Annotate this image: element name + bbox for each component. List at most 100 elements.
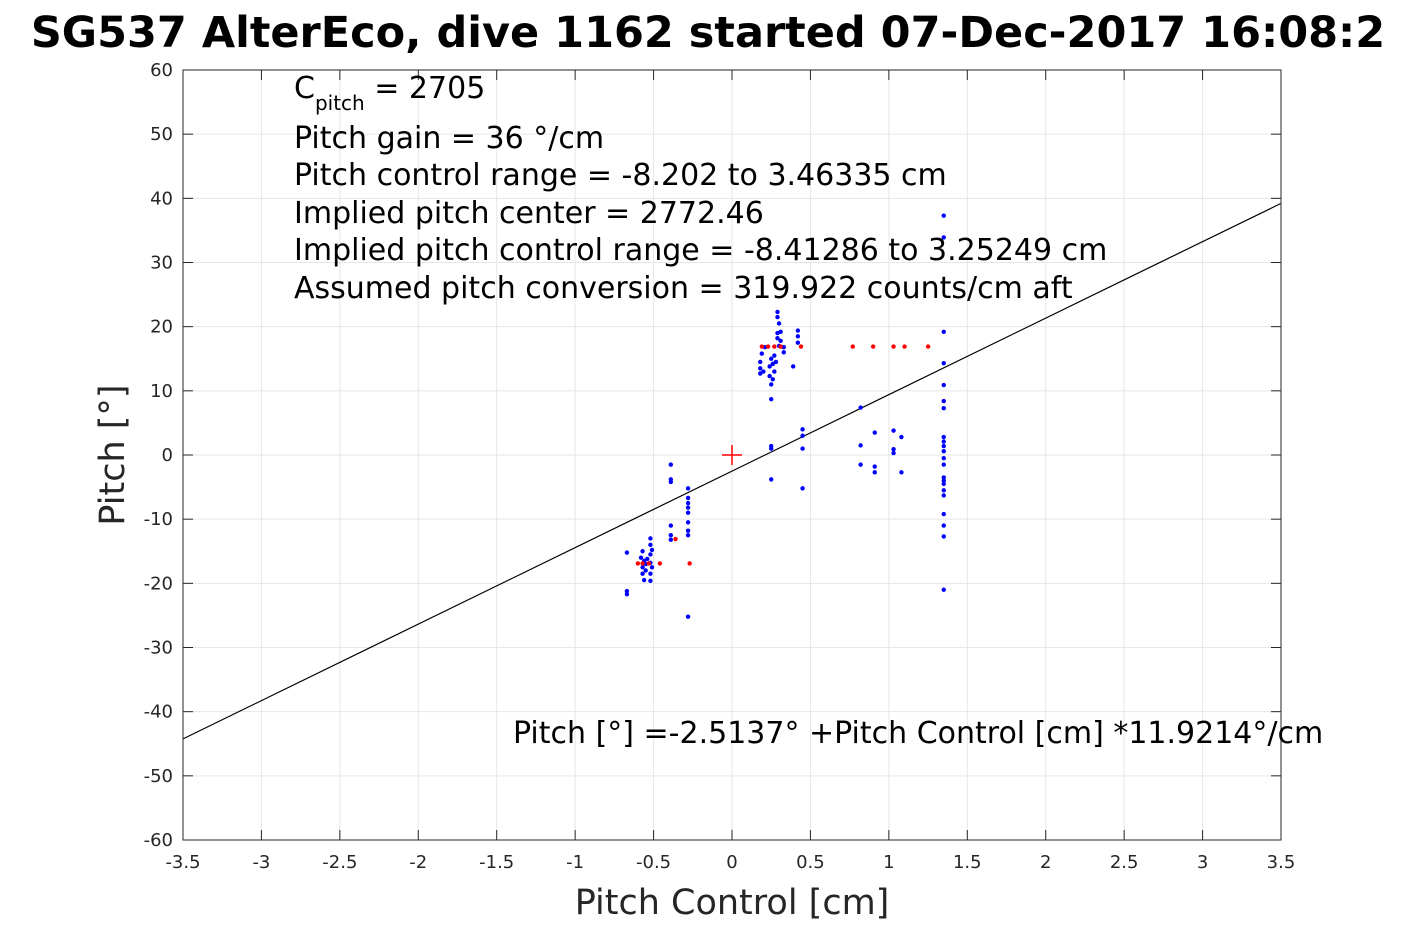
data-point-red — [902, 344, 907, 349]
annotation-implied-pitch-control-range: Implied pitch control range = -8.41286 t… — [294, 233, 1107, 268]
data-point-blue — [758, 359, 763, 365]
data-point-blue — [800, 433, 805, 438]
y-tick-label: 30 — [150, 253, 173, 274]
annotation-pitch-control-range: Pitch control range = -8.202 to 3.46335 … — [294, 158, 947, 193]
data-point-blue — [761, 369, 766, 374]
data-point-blue — [795, 340, 801, 345]
data-point-blue — [759, 351, 765, 356]
data-point-blue — [941, 329, 946, 334]
data-point-blue — [643, 568, 648, 573]
x-tick-label: 3.5 — [1267, 852, 1296, 873]
data-point-blue — [685, 505, 691, 510]
data-point-blue — [800, 427, 805, 432]
annotation-block: Cpitch = 2705 Pitch gain = 36 °/cm Pitch… — [294, 71, 1107, 306]
axis-ticks: -3.5 -3 -2.5 -2 -1.5 -1 -0.5 0 0.5 1 1.5 2 2.5 3 3.5 -6… — [144, 60, 1296, 873]
data-point-blue — [872, 430, 877, 435]
data-point-blue — [775, 309, 780, 315]
data-point-blue — [941, 534, 946, 539]
data-point-blue — [790, 364, 796, 369]
data-point-blue — [941, 511, 946, 517]
y-tick-label: -40 — [144, 702, 173, 723]
data-point-red — [673, 536, 678, 542]
data-point-blue — [648, 536, 653, 541]
data-point-blue — [858, 462, 863, 467]
x-tick-label: -2 — [409, 852, 427, 873]
fit-line — [182, 202, 1282, 740]
data-point-blue — [769, 443, 774, 449]
data-point-blue — [941, 439, 946, 444]
data-point-blue — [800, 486, 805, 491]
data-point-blue — [941, 475, 946, 480]
data-points — [624, 213, 946, 619]
data-point-blue — [872, 470, 877, 475]
y-tick-label: 10 — [150, 381, 173, 402]
data-point-blue — [776, 321, 782, 326]
data-point-blue — [795, 334, 801, 339]
data-point-blue — [685, 500, 691, 506]
x-tick-label: -1.5 — [479, 852, 514, 873]
data-point-blue — [769, 382, 774, 387]
data-point-blue — [941, 382, 946, 388]
annotation-pitch-gain: Pitch gain = 36 °/cm — [294, 121, 604, 156]
y-tick-label: 40 — [150, 188, 173, 209]
fit-line-group — [182, 202, 1282, 740]
data-point-blue — [941, 478, 946, 483]
data-point-blue — [668, 537, 674, 542]
data-point-blue — [941, 587, 946, 592]
data-point-red — [646, 561, 652, 566]
data-point-blue — [775, 314, 780, 320]
fit-equation-label: Pitch [°] =-2.5137° +Pitch Control [cm] … — [513, 716, 1323, 751]
data-point-blue — [668, 462, 674, 467]
y-tick-label: -20 — [144, 573, 173, 594]
data-point-blue — [899, 434, 904, 440]
data-point-blue — [800, 446, 805, 451]
data-point-blue — [649, 565, 655, 570]
data-point-blue — [941, 443, 946, 449]
data-point-blue — [685, 614, 691, 619]
data-point-blue — [778, 329, 783, 334]
data-point-blue — [858, 405, 863, 410]
data-point-blue — [941, 488, 946, 493]
data-point-blue — [941, 456, 946, 461]
data-point-red — [765, 344, 771, 349]
x-tick-label: 1 — [883, 852, 894, 873]
data-point-blue — [668, 523, 674, 528]
x-tick-label: 1.5 — [953, 852, 982, 873]
data-point-blue — [685, 533, 691, 538]
data-point-blue — [941, 448, 946, 454]
x-tick-label: 2 — [1040, 852, 1051, 873]
data-point-blue — [858, 443, 863, 448]
data-point-blue — [941, 481, 946, 487]
data-point-blue — [941, 462, 946, 467]
data-point-red — [687, 561, 692, 566]
center-marker-group — [722, 445, 742, 465]
data-point-blue — [758, 366, 763, 371]
data-point-blue — [941, 398, 946, 404]
y-tick-label: 60 — [150, 60, 173, 81]
data-point-blue — [645, 556, 650, 562]
y-tick-label: 20 — [150, 317, 173, 338]
data-point-red — [850, 344, 855, 349]
data-point-blue — [775, 336, 780, 341]
x-tick-label: -3.5 — [165, 852, 200, 873]
y-tick-label: 0 — [162, 445, 173, 466]
x-tick-label: 2.5 — [1110, 852, 1139, 873]
data-point-blue — [685, 495, 691, 501]
data-point-blue — [769, 396, 774, 402]
data-point-blue — [685, 486, 691, 491]
data-point-blue — [685, 520, 691, 525]
data-point-red — [772, 344, 777, 349]
data-point-blue — [941, 523, 946, 528]
annotation-cpitch: Cpitch = 2705 — [294, 71, 485, 115]
data-point-blue — [770, 377, 775, 382]
data-point-blue — [773, 359, 779, 365]
data-point-red — [925, 344, 931, 349]
y-tick-label: 50 — [150, 124, 173, 145]
data-point-blue — [641, 577, 647, 583]
data-point-blue — [668, 533, 674, 538]
x-tick-label: -2.5 — [322, 852, 357, 873]
data-point-blue — [649, 547, 655, 553]
data-point-blue — [638, 555, 644, 560]
data-point-blue — [648, 578, 653, 583]
x-tick-label: 3 — [1197, 852, 1208, 873]
